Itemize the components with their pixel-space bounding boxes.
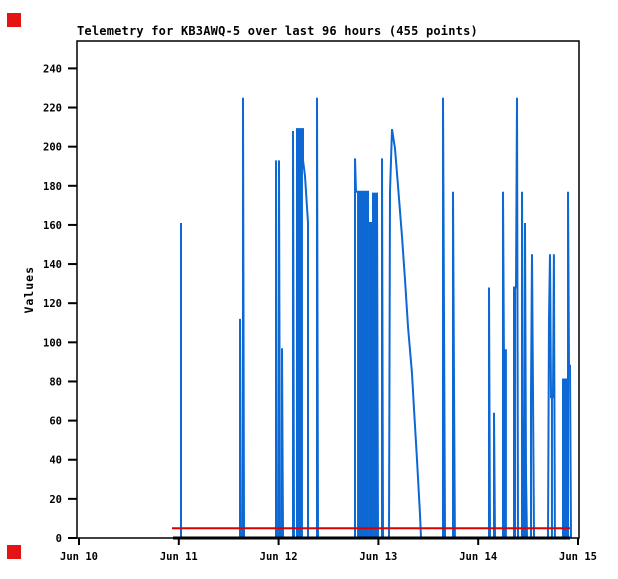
y-tick-label: 140	[43, 259, 62, 271]
x-tick-label: Jun 12	[260, 551, 298, 563]
y-tick-label: 20	[49, 494, 62, 506]
telemetry-values-block	[373, 193, 378, 538]
telemetry-values-block	[563, 379, 567, 538]
telemetry-values-block	[550, 397, 553, 538]
plot-frame	[76, 40, 580, 539]
y-tick-label: 220	[43, 103, 62, 115]
y-tick-label: 200	[43, 142, 62, 154]
y-tick-label: 100	[43, 337, 62, 349]
y-tick-label: 180	[43, 181, 62, 193]
y-tick-label: 0	[56, 533, 62, 545]
telemetry-values-block	[368, 222, 374, 538]
y-tick-label: 60	[49, 416, 62, 428]
telemetry-values-block	[514, 287, 517, 538]
y-tick-label: 120	[43, 298, 62, 310]
y-tick-label: 160	[43, 220, 62, 232]
y-tick-label: 40	[49, 455, 62, 467]
y-tick-label: 80	[49, 376, 62, 388]
x-tick-label: Jun 11	[160, 551, 198, 563]
red-square-marker-bottom-left	[7, 545, 21, 559]
chart-title: Telemetry for KB3AWQ-5 over last 96 hour…	[77, 24, 478, 38]
x-tick-label: Jun 15	[559, 551, 597, 563]
y-tick-label: 240	[43, 63, 62, 75]
red-square-marker-top-left	[7, 13, 21, 27]
x-tick-label: Jun 10	[60, 551, 98, 563]
x-tick-label: Jun 14	[459, 551, 497, 563]
telemetry-values-block	[357, 191, 369, 539]
x-tick-label: Jun 13	[359, 551, 397, 563]
telemetry-values-block	[296, 129, 303, 538]
